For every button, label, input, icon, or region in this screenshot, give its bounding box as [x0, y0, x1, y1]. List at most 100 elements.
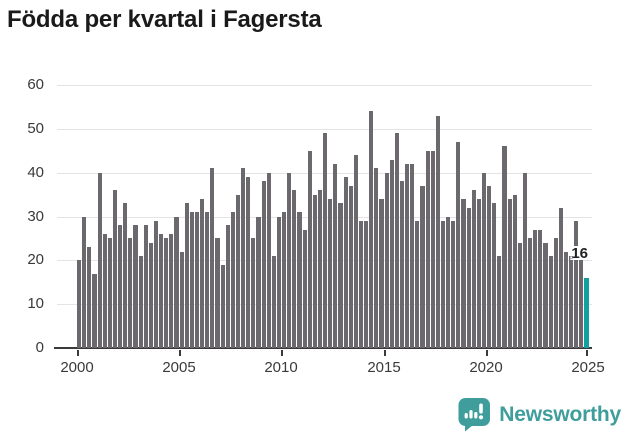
- y-tick-label: 0: [35, 339, 44, 356]
- bar: [118, 225, 123, 348]
- bar: [200, 199, 205, 348]
- x-tick-label: 2005: [162, 359, 196, 376]
- bar: [399, 181, 404, 348]
- bar: [312, 194, 317, 348]
- bar: [292, 190, 297, 348]
- bar: [220, 264, 225, 348]
- bar: [389, 159, 394, 348]
- bar: [517, 242, 522, 348]
- bar: [235, 194, 240, 348]
- bar: [87, 247, 92, 348]
- bar: [164, 238, 169, 348]
- x-tick-label: 2010: [264, 359, 298, 376]
- bar: [276, 216, 281, 348]
- x-tick-label: 2000: [60, 359, 94, 376]
- x-tick-label: 2020: [469, 359, 503, 376]
- bar: [569, 255, 574, 348]
- bar: [271, 255, 276, 348]
- x-tick: [586, 350, 588, 356]
- bar: [563, 251, 568, 348]
- bar: [282, 212, 287, 348]
- bar: [246, 177, 251, 348]
- bar: [348, 185, 353, 348]
- x-tick: [179, 350, 181, 356]
- bar: [241, 168, 246, 348]
- bar: [533, 229, 538, 348]
- gridline: [57, 129, 592, 130]
- plot-area: 16 2000 2005 2010 2015 2020 2025: [54, 85, 605, 376]
- bar: [425, 150, 430, 348]
- bar: [528, 238, 533, 348]
- bar: [102, 234, 107, 348]
- bar: [123, 203, 128, 348]
- bar: [379, 199, 384, 348]
- bar: [107, 238, 112, 348]
- bar: [522, 172, 527, 348]
- bar: [440, 220, 445, 348]
- bar: [174, 216, 179, 348]
- bar: [451, 220, 456, 348]
- x-tick: [384, 350, 386, 356]
- bar: [128, 238, 133, 348]
- bar: [374, 168, 379, 348]
- bar: [328, 199, 333, 348]
- y-tick-label: 30: [27, 208, 44, 225]
- y-tick-label: 50: [27, 120, 44, 137]
- bar: [333, 163, 338, 348]
- chart-title: Födda per kvartal i Fagersta: [7, 6, 322, 33]
- bar: [446, 216, 451, 348]
- bar: [456, 142, 461, 348]
- bar: [82, 216, 87, 348]
- bar: [430, 150, 435, 348]
- bar: [97, 172, 102, 348]
- bar: [574, 220, 579, 348]
- bar: [210, 168, 215, 348]
- bar: [92, 273, 97, 348]
- bar: [148, 242, 153, 348]
- last-bar-value-label: 16: [571, 245, 588, 262]
- bar: [553, 238, 558, 348]
- bar: [548, 255, 553, 348]
- bar: [169, 234, 174, 348]
- bar: [112, 190, 117, 348]
- bar: [435, 115, 440, 348]
- bar: [343, 177, 348, 348]
- x-tick: [281, 350, 283, 356]
- bar: [364, 220, 369, 348]
- bar: [307, 150, 312, 348]
- bar: [153, 220, 158, 348]
- bar: [261, 181, 266, 348]
- bar: [225, 225, 230, 348]
- bar: [502, 146, 507, 348]
- x-tick-label: 2025: [571, 359, 605, 376]
- bar: [471, 190, 476, 348]
- bar: [287, 172, 292, 348]
- gridline: [57, 85, 592, 86]
- y-tick-label: 40: [27, 164, 44, 181]
- bar: [512, 194, 517, 348]
- bar: [230, 212, 235, 348]
- bar: [394, 133, 399, 348]
- bar: [487, 185, 492, 348]
- bar: [507, 199, 512, 348]
- bar: [420, 185, 425, 348]
- bar: [466, 207, 471, 348]
- y-tick-label: 10: [27, 295, 44, 312]
- bar: [538, 229, 543, 348]
- bars-container: 16 2000 2005 2010 2015 2020 2025: [60, 85, 605, 376]
- bar: [194, 212, 199, 348]
- x-tick: [77, 350, 79, 356]
- bar: [558, 207, 563, 348]
- bar: [369, 111, 374, 348]
- bar: [492, 203, 497, 348]
- bar: [159, 234, 164, 348]
- bar: [251, 238, 256, 348]
- bar: [410, 163, 415, 348]
- bar: [133, 225, 138, 348]
- bar: [215, 238, 220, 348]
- bar: [405, 163, 410, 348]
- bar: [579, 255, 584, 348]
- bar: [302, 229, 307, 348]
- bar: [543, 242, 548, 348]
